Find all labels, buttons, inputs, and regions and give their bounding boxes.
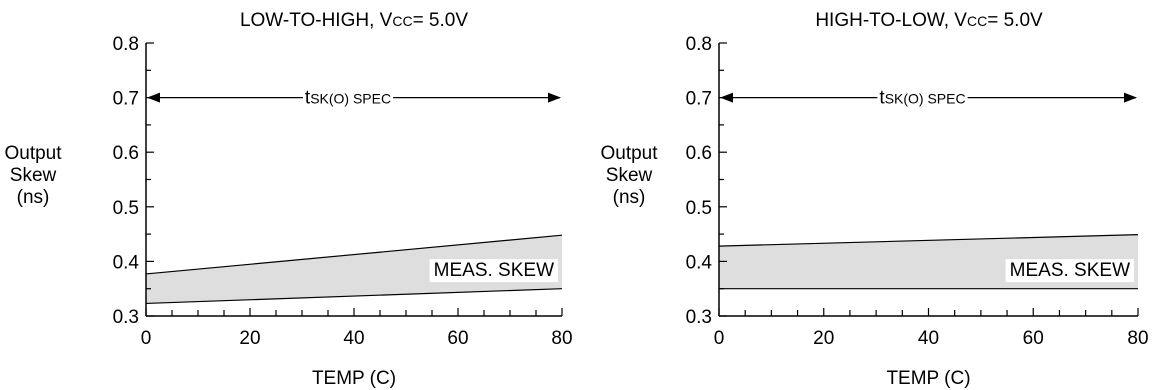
y-tick-label: 0.5 <box>686 198 712 219</box>
spec-label-tail: SPEC <box>924 91 966 107</box>
spec-label-bg <box>302 87 394 109</box>
spec-label-main: t <box>305 88 311 109</box>
chart-title-main: HIGH-TO-LOW, V <box>815 10 967 31</box>
y-axis-label: Output <box>600 143 658 164</box>
y-axis-label: Skew <box>606 165 653 186</box>
x-tick-label: 60 <box>447 328 468 349</box>
chart-2: HIGH-TO-LOW, VCC= 5.0V MEAS. SKEW 0.3 0.4 0.… <box>600 10 1148 389</box>
spec-label-main: t <box>879 88 885 109</box>
spec-label-tail: SPEC <box>349 91 391 107</box>
x-tick-label: 80 <box>1127 328 1148 349</box>
y-axis-label: (ns) <box>17 187 50 208</box>
upper-skew-line <box>145 234 563 275</box>
chart-1: LOW-TO-HIGH, VCC= 5.0V MEAS. SKEW 0.3 0.4 0.… <box>4 10 572 389</box>
y-axis-label: (ns) <box>613 187 646 208</box>
chart-title-tail: = 5.0V <box>413 10 469 31</box>
y-axis-label: Skew <box>10 165 57 186</box>
meas-skew-label-bg <box>429 259 559 283</box>
meas-skew-label: MEAS. SKEW <box>434 260 554 281</box>
x-tick-label: 60 <box>1023 328 1044 349</box>
chart-title: LOW-TO-HIGH, VCC= 5.0V <box>240 10 468 31</box>
y-tick-label: 0.6 <box>113 143 139 164</box>
lower-skew-line <box>145 288 563 305</box>
x-tick-label: 20 <box>239 328 260 349</box>
spec-label: tSK(O) SPEC <box>879 88 965 109</box>
x-tick-label: 40 <box>918 328 939 349</box>
spec-label-subscript: SK(O) <box>310 91 349 107</box>
spec-label-bg <box>877 87 968 109</box>
x-tick-label: 0 <box>714 328 725 349</box>
spec-arrow-left <box>720 92 733 103</box>
x-tick-label: 0 <box>141 328 152 349</box>
spec-label-subscript: SK(O) <box>885 91 924 107</box>
meas-skew-label-bg <box>1005 259 1135 283</box>
y-tick-label: 0.8 <box>113 34 139 55</box>
spec-arrow-left <box>147 92 160 103</box>
y-tick-label: 0.7 <box>686 89 712 110</box>
meas-skew-label: MEAS. SKEW <box>1010 260 1130 281</box>
meas-skew-band <box>146 235 562 304</box>
chart-title-main: LOW-TO-HIGH, V <box>240 10 393 31</box>
y-tick-label: 0.6 <box>686 143 712 164</box>
y-tick-label: 0.5 <box>113 198 139 219</box>
chart-title-subscript: CC <box>967 13 987 29</box>
x-tick-label: 40 <box>343 328 364 349</box>
y-tick-label: 0.4 <box>113 252 140 273</box>
chart-title: HIGH-TO-LOW, VCC= 5.0V <box>815 10 1043 31</box>
x-axis-label: TEMP (C) <box>886 368 970 389</box>
y-tick-label: 0.7 <box>113 89 139 110</box>
upper-skew-line <box>718 234 1139 247</box>
y-tick-label: 0.4 <box>686 252 713 273</box>
spec-arrow-right <box>548 92 561 103</box>
y-axis-label: Output <box>4 143 62 164</box>
chart-title-subscript: CC <box>392 13 412 29</box>
x-axis-label: TEMP (C) <box>312 368 396 389</box>
y-tick-label: 0.3 <box>686 307 712 328</box>
x-tick-label: 20 <box>813 328 834 349</box>
y-tick-label: 0.8 <box>686 34 712 55</box>
y-tick-label: 0.3 <box>113 307 139 328</box>
spec-label: tSK(O) SPEC <box>305 88 391 109</box>
x-tick-label: 80 <box>551 328 572 349</box>
chart-title-tail: = 5.0V <box>987 10 1043 31</box>
spec-arrow-right <box>1124 92 1137 103</box>
